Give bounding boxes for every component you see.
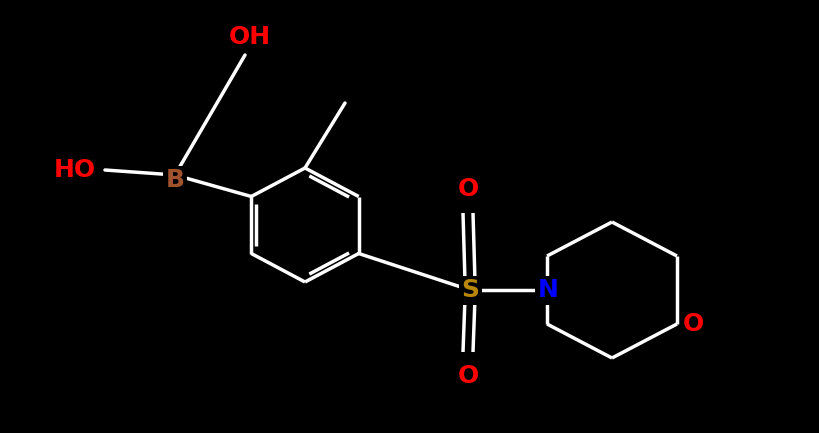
Text: O: O (682, 312, 704, 336)
Text: B: B (165, 168, 184, 192)
Text: OH: OH (229, 25, 271, 49)
Text: S: S (461, 278, 479, 302)
Text: N: N (537, 278, 559, 302)
Text: O: O (457, 177, 478, 201)
Text: O: O (457, 364, 478, 388)
Text: HO: HO (54, 158, 96, 182)
